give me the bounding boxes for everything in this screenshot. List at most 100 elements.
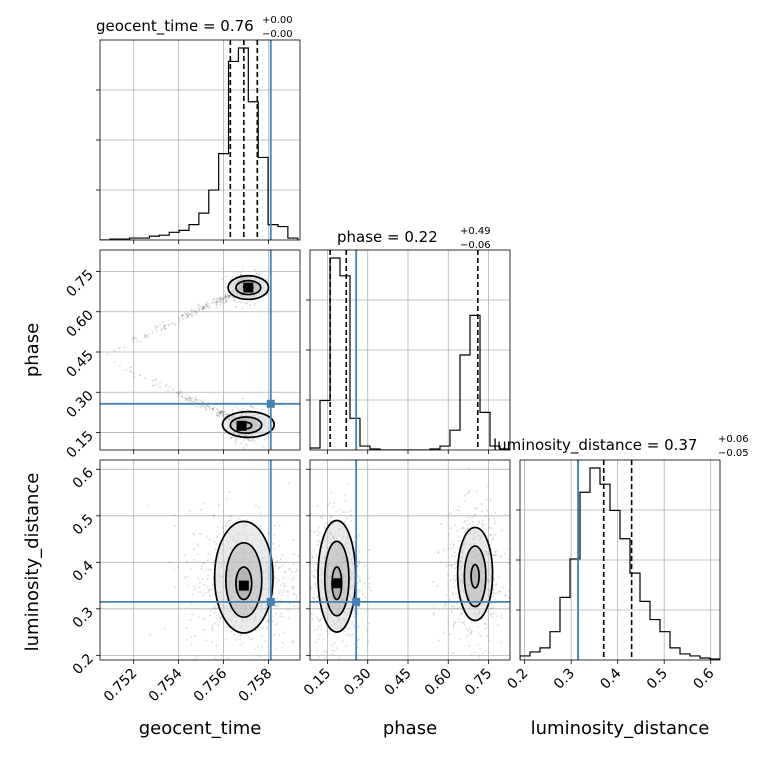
scatter-point <box>451 564 454 566</box>
scatter-point <box>344 499 347 502</box>
scatter-point <box>454 621 457 624</box>
scatter-point <box>227 297 230 300</box>
scatter-point <box>187 452 189 454</box>
scatter-point <box>177 393 180 396</box>
scatter-point <box>246 438 249 441</box>
scatter-point <box>213 540 216 543</box>
scatter-point <box>319 633 321 636</box>
scatter-point <box>218 296 221 299</box>
scatter-point <box>225 524 228 527</box>
x-tick-label-luminosity_distance: 0.4 <box>597 665 624 692</box>
scatter-point <box>328 632 330 635</box>
scatter-point <box>123 346 126 349</box>
scatter-point <box>189 509 191 512</box>
scatter-point <box>242 446 245 449</box>
scatter-point <box>363 565 366 568</box>
scatter-point <box>487 611 490 613</box>
scatter-point <box>454 580 457 582</box>
scatter-point <box>200 405 203 408</box>
scatter-point <box>489 498 492 501</box>
scatter-point <box>325 630 328 633</box>
scatter-point <box>450 608 453 611</box>
scatter-point <box>515 600 517 602</box>
scatter-point <box>173 568 176 571</box>
scatter-point <box>345 645 348 647</box>
scatter-point <box>282 576 285 579</box>
scatter-point <box>204 592 207 594</box>
scatter-point <box>184 311 187 314</box>
scatter-point <box>201 562 204 565</box>
scatter-point <box>333 642 336 645</box>
scatter-point <box>341 452 343 454</box>
title-geocent-time-median: 0.76 <box>220 17 253 35</box>
scatter-point <box>189 313 192 315</box>
scatter-point <box>209 538 212 541</box>
scatter-point <box>453 524 456 527</box>
scatter-point <box>188 397 191 400</box>
scatter-point <box>312 575 315 578</box>
scatter-point <box>226 521 229 524</box>
scatter-point <box>462 527 465 530</box>
scatter-point <box>461 621 464 624</box>
scatter-point <box>163 627 166 630</box>
scatter-point <box>205 568 208 571</box>
y-tick-label-luminosity_distance: 0.3 <box>70 604 97 631</box>
scatter-point <box>329 516 332 519</box>
scatter-point <box>185 396 188 399</box>
scatter-point <box>139 374 142 376</box>
scatter-point <box>202 306 205 309</box>
scatter-point <box>228 295 231 298</box>
scatter-point <box>318 664 320 666</box>
scatter-point <box>198 309 200 312</box>
scatter-point <box>176 391 179 393</box>
scatter-point <box>302 579 304 581</box>
scatter-point <box>486 626 489 629</box>
scatter-point <box>449 579 451 582</box>
scatter-point <box>489 613 492 616</box>
scatter-point <box>261 408 263 411</box>
scatter-point <box>327 504 329 507</box>
scatter-point <box>192 534 195 536</box>
scatter-point <box>503 513 506 516</box>
scatter-point <box>256 645 259 648</box>
scatter-point <box>306 595 308 597</box>
scatter-point <box>246 518 249 521</box>
scatter-point <box>452 623 455 626</box>
scatter-point <box>504 594 507 597</box>
scatter-point <box>171 322 174 325</box>
scatter-point <box>218 411 221 414</box>
svg-text:phase = 0.22: phase = 0.22 <box>337 228 438 246</box>
scatter-point <box>129 370 132 373</box>
scatter-point <box>469 628 472 631</box>
scatter-point <box>271 614 274 617</box>
scatter-point <box>508 562 510 565</box>
scatter-point <box>466 528 469 531</box>
y-tick-label-luminosity_distance: 0.6 <box>70 465 97 492</box>
scatter-point <box>198 532 201 535</box>
scatter-point <box>220 297 223 300</box>
y-axis-label-phase: phase <box>22 323 43 377</box>
scatter-point <box>317 655 320 658</box>
scatter-point <box>233 299 236 302</box>
scatter-point <box>330 644 333 647</box>
scatter-point <box>224 275 227 278</box>
scatter-point <box>179 321 182 323</box>
scatter-point <box>344 520 347 523</box>
scatter-point <box>181 313 184 316</box>
scatter-point <box>292 563 295 566</box>
scatter-point <box>206 559 209 562</box>
scatter-point <box>215 297 218 300</box>
scatter-point <box>250 405 253 408</box>
scatter-point <box>350 509 352 512</box>
scatter-point <box>291 586 294 589</box>
scatter-point <box>130 370 133 373</box>
scatter-point <box>450 554 453 557</box>
scatter-point <box>345 517 348 520</box>
scatter-point <box>192 558 195 561</box>
scatter-point <box>219 299 222 302</box>
scatter-point <box>200 665 202 667</box>
scatter-point <box>185 397 188 400</box>
scatter-point <box>278 592 281 595</box>
scatter-point <box>226 412 229 415</box>
